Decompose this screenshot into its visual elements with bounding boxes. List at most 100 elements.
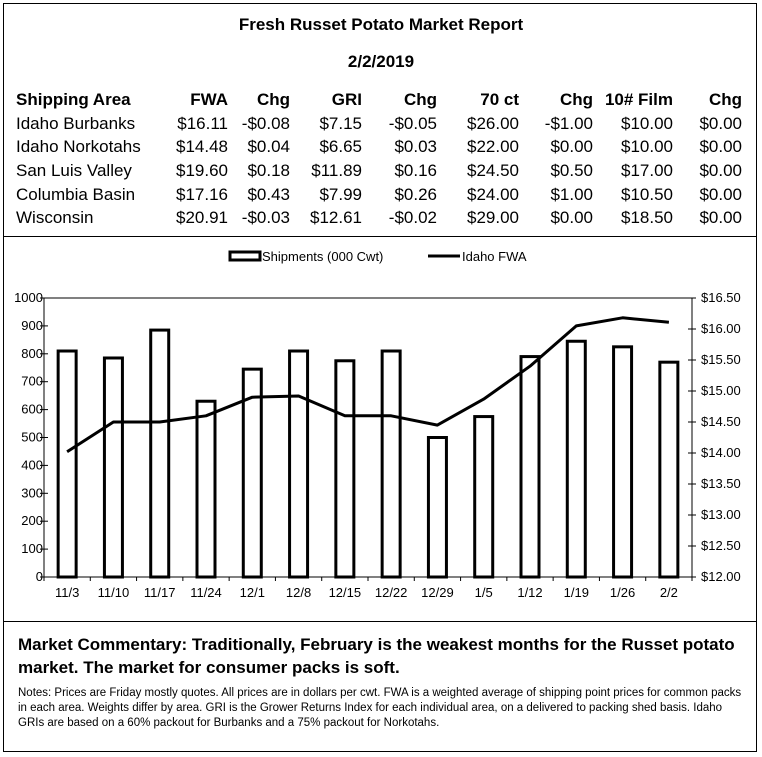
column-header: 10# Film bbox=[604, 90, 673, 109]
plot-area: 0 100 200 300 400 500 600 700 800 900 1000 $12.00 $1… bbox=[14, 290, 741, 600]
x-tick-label: 2/2 bbox=[660, 585, 678, 600]
price-cell: -$0.03 bbox=[241, 208, 290, 228]
shipments-fwa-chart: Shipments (000 Cwt) Idaho FWA 0 100 200 300… bbox=[14, 249, 741, 600]
market-commentary: Market Commentary: Traditionally, Februa… bbox=[18, 635, 735, 677]
y-right-tick-label: $13.50 bbox=[701, 476, 741, 491]
shipment-bar bbox=[334, 359, 356, 579]
y-right-tick-label: $13.00 bbox=[701, 507, 741, 522]
price-cell: $19.60 bbox=[176, 160, 228, 180]
price-cell: $0.04 bbox=[247, 137, 290, 157]
shipment-bar bbox=[565, 339, 587, 579]
shipment-bar bbox=[473, 415, 495, 579]
column-header: GRI bbox=[331, 90, 362, 109]
report-frame bbox=[3, 3, 757, 752]
y-left-tick-label: 300 bbox=[21, 485, 43, 500]
x-tick-label: 11/24 bbox=[190, 585, 222, 600]
price-cell: $24.50 bbox=[467, 160, 519, 180]
legend-swatch-shipments bbox=[228, 250, 262, 262]
price-cell: $6.65 bbox=[319, 137, 362, 157]
x-tick-label: 11/3 bbox=[55, 585, 79, 600]
table-row: Idaho Burbanks $16.11 -$0.08 $7.15 -$0.05 $26… bbox=[16, 112, 742, 136]
y-right-tick-label: $15.50 bbox=[701, 352, 741, 367]
y-right-tick-label: $16.50 bbox=[701, 290, 741, 305]
shipment-bar bbox=[380, 349, 402, 579]
table-row: Idaho Norkotahs $14.48 $0.04 $6.65 $0.03 $22.… bbox=[16, 136, 742, 160]
x-tick-label: 12/8 bbox=[286, 585, 311, 600]
x-tick-label: 12/1 bbox=[240, 585, 265, 600]
column-header: FWA bbox=[190, 90, 228, 109]
price-cell: $0.26 bbox=[394, 184, 437, 204]
shipment-bar bbox=[195, 399, 217, 579]
legend-label-fwa: Idaho FWA bbox=[462, 249, 527, 264]
column-header: Chg bbox=[403, 90, 437, 109]
price-cell: $0.00 bbox=[699, 113, 742, 133]
price-cell: $0.50 bbox=[550, 160, 593, 180]
y-right-tick-label: $12.50 bbox=[701, 538, 741, 553]
x-tick-label: 12/15 bbox=[329, 585, 362, 600]
shipping-area-cell: Idaho Norkotahs bbox=[16, 137, 141, 157]
shipment-bar bbox=[519, 355, 541, 579]
column-header: 70 ct bbox=[480, 90, 519, 109]
idaho-fwa-line bbox=[66, 316, 670, 454]
column-header: Chg bbox=[708, 90, 742, 109]
x-tick-label: 11/17 bbox=[144, 585, 176, 600]
price-cell: -$0.08 bbox=[241, 113, 290, 133]
x-tick-label: 1/26 bbox=[610, 585, 635, 600]
x-tick-label: 12/29 bbox=[421, 585, 454, 600]
price-cell: $10.00 bbox=[621, 113, 673, 133]
price-cell: $10.50 bbox=[621, 184, 673, 204]
price-cell: $0.18 bbox=[247, 160, 290, 180]
shipping-area-cell: Columbia Basin bbox=[16, 184, 136, 204]
price-cell: $0.00 bbox=[699, 208, 742, 228]
plot-frame bbox=[43, 297, 693, 578]
shipment-bar bbox=[612, 345, 634, 579]
y-left-tick-label: 400 bbox=[21, 457, 43, 472]
price-cell: $24.00 bbox=[467, 184, 519, 204]
price-table: Shipping Area FWA Chg GRI Chg 70 ct Chg 10# Fil… bbox=[16, 88, 742, 230]
y-right-tick-label: $16.00 bbox=[701, 321, 741, 336]
price-cell: $7.15 bbox=[319, 113, 362, 133]
price-cell: $11.89 bbox=[311, 160, 362, 180]
shipment-bar bbox=[658, 360, 680, 579]
report-date: 2/2/2019 bbox=[347, 52, 415, 71]
price-cell: $16.11 bbox=[177, 113, 228, 133]
price-cell: $26.00 bbox=[467, 113, 519, 133]
price-cell: -$1.00 bbox=[544, 113, 593, 133]
x-tick-label: 12/22 bbox=[375, 585, 408, 600]
price-cell: $10.00 bbox=[621, 137, 673, 157]
y-left-tick-label: 100 bbox=[21, 541, 43, 556]
report-title: Fresh Russet Potato Market Report bbox=[238, 15, 524, 34]
price-cell: $7.99 bbox=[319, 184, 362, 204]
shipment-bar bbox=[149, 328, 171, 579]
price-cell: $22.00 bbox=[467, 137, 519, 157]
y-left-tick-label: 700 bbox=[21, 374, 43, 389]
price-cell: $0.00 bbox=[550, 208, 593, 228]
y-right-tick-label: $14.50 bbox=[701, 414, 741, 429]
shipping-area-cell: San Luis Valley bbox=[16, 160, 132, 180]
table-row: Columbia Basin $17.16 $0.43 $7.99 $0.26 $24.0… bbox=[16, 183, 742, 207]
price-cell: $12.61 bbox=[310, 208, 362, 228]
chart-panel: Shipments (000 Cwt) Idaho FWA 0 100 200 300… bbox=[3, 236, 757, 622]
shipment-bar bbox=[288, 349, 310, 579]
shipping-area-cell: Wisconsin bbox=[16, 208, 94, 228]
price-cell: $20.91 bbox=[176, 208, 228, 228]
price-cell: -$0.02 bbox=[388, 208, 437, 228]
y-left-tick-label: 200 bbox=[21, 513, 43, 528]
y-left-tick-label: 500 bbox=[21, 430, 43, 445]
price-cell: $17.00 bbox=[621, 160, 673, 180]
price-cell: $0.00 bbox=[699, 184, 742, 204]
legend-label-shipments: Shipments (000 Cwt) bbox=[262, 249, 383, 264]
y-left-tick-label: 600 bbox=[21, 402, 43, 417]
price-cell: $0.43 bbox=[247, 184, 290, 204]
y-right-tick-label: $14.00 bbox=[701, 445, 741, 460]
table-row: Wisconsin $20.91 -$0.03 $12.61 -$0.02 $29.00 $… bbox=[16, 206, 742, 230]
price-cell: $0.16 bbox=[394, 160, 437, 180]
shipment-bar bbox=[426, 436, 448, 579]
y-left-tick-label: 0 bbox=[36, 569, 43, 584]
table-row: San Luis Valley $19.60 $0.18 $11.89 $0.16 $24… bbox=[16, 159, 742, 183]
price-cell: $0.00 bbox=[699, 160, 742, 180]
shipment-bar bbox=[56, 349, 78, 579]
column-header: Chg bbox=[559, 90, 593, 109]
shipment-bar bbox=[102, 356, 124, 579]
price-cell: $29.00 bbox=[467, 208, 519, 228]
